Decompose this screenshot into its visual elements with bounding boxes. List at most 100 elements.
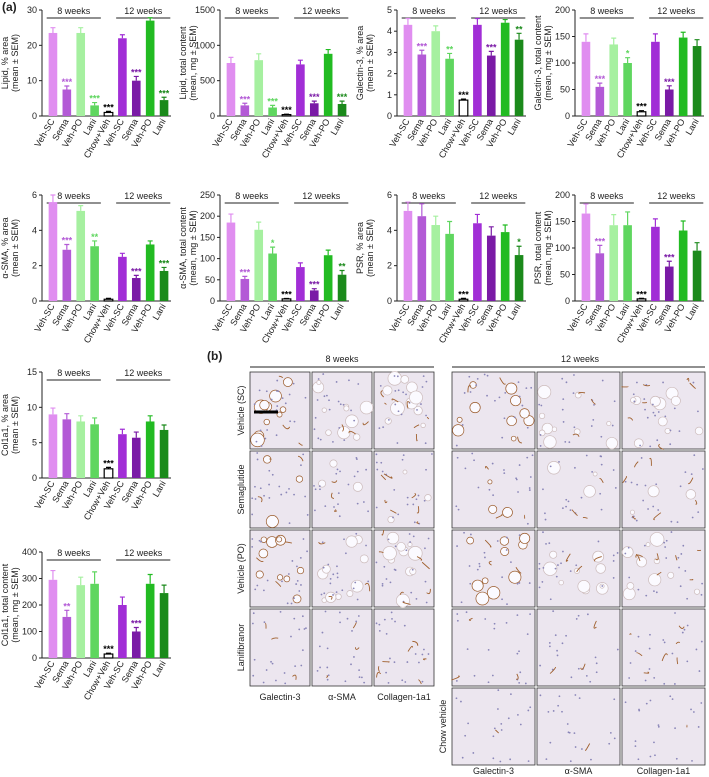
nucleus: [580, 496, 583, 499]
bar: [458, 298, 469, 302]
nucleus: [332, 573, 335, 576]
nucleus: [382, 426, 385, 429]
nucleus: [421, 386, 424, 388]
nucleus: [387, 681, 390, 684]
vacuole: [670, 395, 681, 406]
nucleus: [557, 564, 559, 566]
nucleus: [593, 404, 595, 406]
micrograph: [536, 687, 621, 766]
nucleus: [616, 552, 619, 554]
stain: [495, 729, 499, 734]
nucleus: [455, 505, 458, 508]
nucleus: [675, 757, 678, 760]
nucleus: [686, 597, 689, 600]
nucleus: [306, 514, 309, 516]
nucleus: [518, 681, 521, 684]
significance-label: ***: [62, 77, 73, 87]
nucleus: [471, 452, 474, 455]
nucleus: [424, 547, 426, 550]
vacuole: [595, 563, 606, 574]
bar: [131, 437, 141, 478]
nucleus: [673, 407, 676, 410]
significance-label: *: [271, 238, 275, 248]
stain: [384, 499, 388, 504]
panel-label: (b): [207, 349, 222, 363]
bar: [486, 55, 496, 116]
stain: [627, 417, 634, 421]
bar: [240, 278, 250, 301]
nucleus: [648, 668, 651, 670]
nucleus: [560, 562, 562, 565]
nucleus: [338, 515, 341, 518]
stain: [376, 672, 382, 678]
bar: [445, 58, 454, 116]
nucleus: [324, 505, 327, 508]
y-tick-label: 6: [387, 190, 392, 200]
vacuole: [629, 509, 635, 515]
y-tick-label: 0: [210, 296, 215, 306]
stain: [399, 591, 404, 595]
stain: [390, 509, 397, 514]
significance-label: ***: [458, 90, 469, 100]
nucleus: [517, 381, 520, 384]
nucleus: [251, 538, 254, 540]
nucleus: [510, 561, 512, 564]
nucleus: [268, 497, 271, 499]
bar: [623, 225, 632, 301]
nucleus: [700, 702, 703, 704]
nucleus: [595, 671, 598, 674]
nucleus: [362, 501, 365, 503]
vacuole: [471, 579, 484, 592]
vacuole: [283, 575, 291, 583]
stain: [378, 666, 380, 672]
nucleus: [258, 539, 261, 542]
nucleus: [456, 456, 459, 459]
vacuole: [409, 567, 417, 575]
y-tick-label: 200: [200, 211, 215, 221]
error-bar: [680, 31, 686, 38]
stain: [391, 398, 399, 403]
vacuole: [395, 593, 410, 608]
nucleus: [642, 499, 645, 502]
nucleus: [649, 633, 651, 636]
significance-label: *: [517, 237, 521, 247]
nucleus: [554, 634, 557, 637]
nucleus: [556, 654, 559, 657]
nucleus: [287, 573, 290, 575]
nucleus: [494, 399, 496, 402]
vacuole: [622, 587, 636, 601]
error-bar: [270, 104, 276, 108]
nucleus: [335, 591, 338, 594]
stain: [635, 554, 643, 558]
vacuole: [325, 429, 332, 436]
nucleus: [657, 725, 660, 728]
bar: [651, 41, 660, 116]
vacuole: [592, 471, 598, 477]
y-axis-label: (mean ± SEM): [365, 219, 375, 277]
nucleus: [265, 669, 268, 671]
error-bar: [161, 96, 167, 101]
significance-label: **: [91, 232, 99, 242]
nucleus: [357, 383, 360, 385]
nucleus: [526, 633, 529, 636]
stain: [468, 617, 473, 621]
nucleus: [674, 612, 676, 614]
nucleus: [549, 598, 552, 601]
nucleus: [484, 618, 487, 620]
stain: [381, 529, 385, 536]
nucleus: [416, 409, 418, 411]
nucleus: [325, 394, 328, 397]
error-bar: [133, 274, 139, 279]
stain: [467, 385, 472, 393]
significance-label: ***: [337, 92, 348, 102]
nucleus: [318, 485, 321, 488]
bar: [678, 37, 688, 117]
nucleus: [277, 390, 280, 393]
nucleus: [669, 695, 672, 698]
vacuole: [283, 377, 293, 387]
nucleus: [504, 392, 507, 394]
nucleus: [477, 486, 480, 489]
vacuole: [636, 556, 647, 568]
nucleus: [657, 509, 660, 511]
